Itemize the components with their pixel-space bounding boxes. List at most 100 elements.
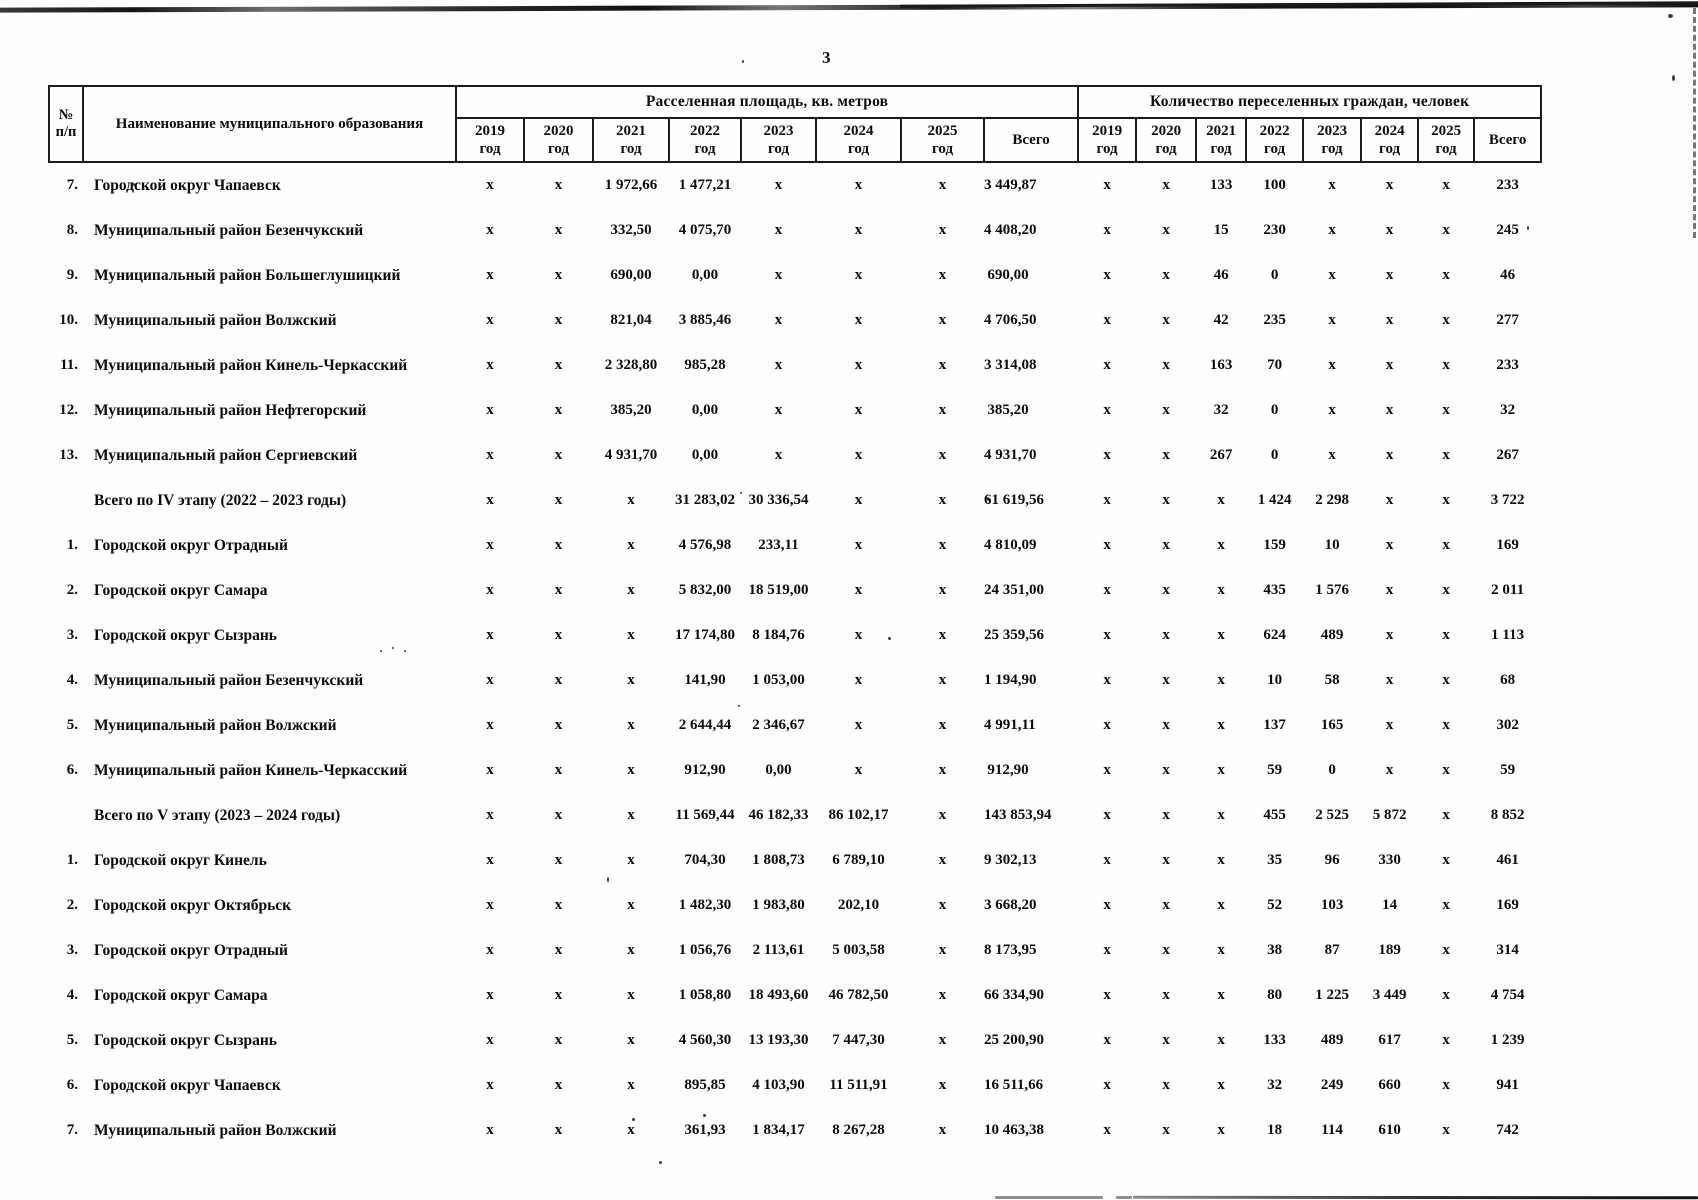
- area-value: 11 569,44: [675, 807, 735, 823]
- area-value: x: [554, 492, 563, 508]
- people-value: x: [1217, 987, 1225, 1003]
- area-value: 1 477,21: [678, 177, 732, 193]
- area-value: 1 834,17: [752, 1122, 805, 1138]
- people-value: x: [1162, 942, 1170, 958]
- row-number: 8.: [66, 222, 78, 238]
- people-value: x: [1217, 627, 1225, 643]
- people-value: 0: [1328, 762, 1336, 778]
- people-value: x: [1442, 492, 1450, 508]
- area-value: 704,30: [684, 852, 726, 868]
- people-total-value: 46: [1500, 267, 1516, 283]
- scan-artifact-bottom-line: [995, 1196, 1103, 1199]
- area-value: 0,00: [691, 402, 719, 418]
- people-value: x: [1385, 357, 1394, 373]
- people-value: x: [1385, 492, 1394, 508]
- area-value: x: [938, 717, 947, 733]
- table-row: 7. Городской округ Чапаевск x x 1 972,66 1 47…: [49, 162, 1541, 208]
- area-value: x: [938, 1032, 947, 1048]
- area-value: x: [854, 267, 863, 283]
- col-header-people-2020: 2020 год: [1135, 117, 1198, 163]
- people-value: x: [1442, 942, 1450, 958]
- area-total-value: 3 449,87: [984, 177, 1037, 193]
- area-value: 5 003,58: [832, 942, 885, 958]
- area-value: x: [627, 1122, 635, 1138]
- scan-speck: [392, 647, 394, 649]
- municipality-name: Городской округ Чапаевск: [94, 1076, 281, 1094]
- area-value: 4 560,30: [678, 1032, 732, 1048]
- area-value: 13 193,30: [748, 1032, 809, 1048]
- area-value: 6 789,10: [832, 852, 885, 868]
- area-value: x: [854, 222, 863, 238]
- page-number: 3: [822, 48, 831, 67]
- area-value: x: [938, 492, 947, 508]
- area-value: x: [938, 312, 947, 328]
- area-value: x: [627, 762, 635, 778]
- area-value: 4 103,90: [752, 1077, 805, 1093]
- area-total-value: 912,90: [987, 762, 1029, 778]
- area-total-value: 9 302,13: [984, 852, 1037, 868]
- municipality-name: Городской округ Сызрань: [94, 1031, 277, 1049]
- people-value: x: [1328, 177, 1336, 193]
- people-value: 489: [1320, 1032, 1344, 1048]
- area-value: x: [627, 987, 635, 1003]
- people-value: x: [1162, 357, 1170, 373]
- area-value: x: [554, 447, 563, 463]
- area-value: 0,00: [691, 447, 719, 463]
- area-value: 5 832,00: [678, 582, 732, 598]
- col-header-people-2025: 2025 год: [1417, 117, 1476, 163]
- scan-speck: [987, 497, 989, 501]
- area-value: x: [938, 267, 947, 283]
- group-header-row: № п/п Наименование муниципального образо…: [48, 85, 1543, 163]
- area-value: x: [486, 807, 494, 823]
- table-row: 7. Муниципальный район Волжский x x x 361,93 1…: [49, 1108, 1541, 1153]
- people-value: 163: [1209, 357, 1233, 373]
- area-value: x: [854, 762, 863, 778]
- area-value: x: [854, 177, 863, 193]
- col-header-area-2021: 2021 год: [592, 117, 670, 163]
- people-value: 52: [1267, 897, 1283, 913]
- area-value: x: [486, 987, 494, 1003]
- area-value: x: [554, 357, 563, 373]
- row-number: 7.: [66, 1122, 78, 1138]
- people-value: 96: [1324, 852, 1340, 868]
- people-value: x: [1103, 762, 1111, 778]
- row-number: 9.: [66, 267, 78, 283]
- people-value: x: [1385, 762, 1394, 778]
- people-value: 2 525: [1315, 807, 1349, 823]
- people-value: x: [1442, 447, 1450, 463]
- table-row: 2. Городской округ Октябрьск x x x 1 482,30 1 …: [49, 883, 1541, 928]
- area-value: x: [938, 807, 947, 823]
- people-value: 15: [1213, 222, 1229, 238]
- people-value: 42: [1213, 312, 1229, 328]
- people-value: x: [1103, 672, 1111, 688]
- area-value: 4 931,70: [604, 447, 658, 463]
- people-value: x: [1385, 222, 1394, 238]
- area-value: x: [627, 807, 635, 823]
- table-row: 3. Городской округ Отрадный x x x 1 056,76 2 1…: [49, 928, 1541, 973]
- people-total-value: 1 239: [1490, 1032, 1525, 1048]
- scan-artifact-edge-dashes: [1693, 8, 1696, 238]
- people-value: 489: [1320, 627, 1344, 643]
- municipality-name: Муниципальный район Сергиевский: [94, 446, 358, 464]
- people-value: x: [1162, 312, 1170, 328]
- scan-speck: [1527, 226, 1529, 230]
- col-header-municipality: Наименование муниципального образования: [82, 85, 457, 163]
- municipality-name: Муниципальный район Большеглушицкий: [94, 266, 401, 284]
- people-value: x: [1103, 402, 1111, 418]
- scan-speck: [380, 650, 382, 652]
- people-value: 35: [1267, 852, 1283, 868]
- people-total-value: 245: [1496, 222, 1519, 238]
- municipality-name: Городской округ Отрадный: [94, 536, 288, 554]
- people-value: x: [1442, 402, 1450, 418]
- people-value: x: [1442, 1032, 1450, 1048]
- people-value: x: [1103, 807, 1111, 823]
- area-value: x: [554, 402, 563, 418]
- people-total-value: 1 113: [1491, 627, 1525, 643]
- people-value: x: [1217, 492, 1225, 508]
- people-total-value: 169: [1496, 537, 1519, 553]
- area-value: x: [486, 627, 494, 643]
- area-value: 2 644,44: [678, 717, 732, 733]
- people-value: x: [1385, 582, 1394, 598]
- area-value: x: [554, 1077, 563, 1093]
- area-total-value: 8 173,95: [984, 942, 1037, 958]
